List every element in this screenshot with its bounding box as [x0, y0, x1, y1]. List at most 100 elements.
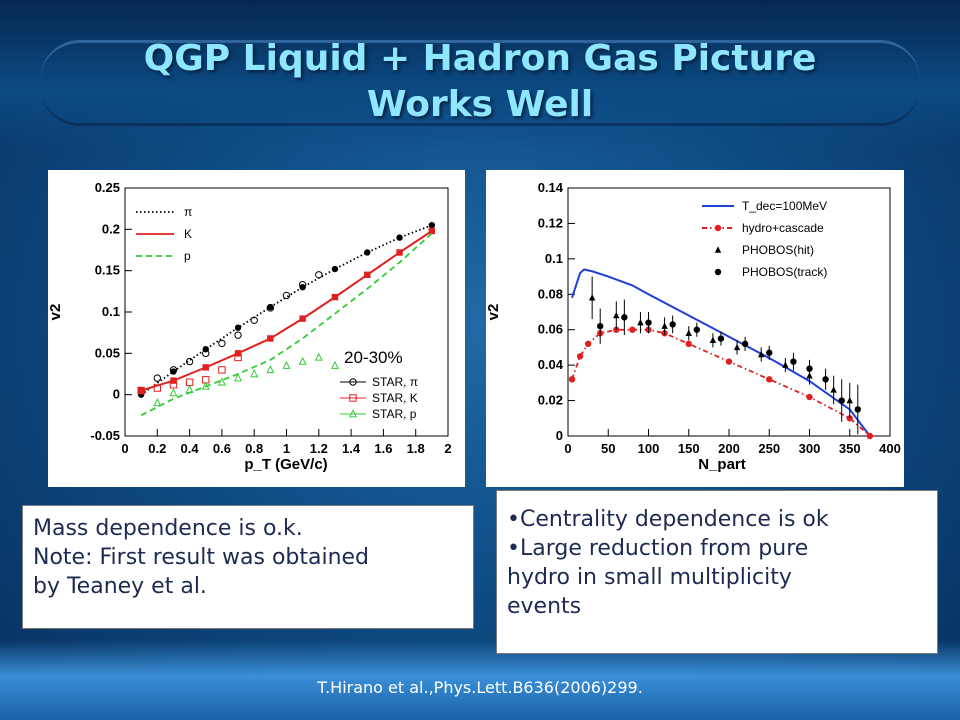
series-point [428, 222, 436, 229]
data-point [234, 353, 242, 362]
data-point [153, 384, 161, 392]
data-point [838, 397, 845, 404]
data-point [218, 339, 226, 348]
data-point [169, 381, 178, 389]
series-point [584, 340, 592, 348]
series-point [364, 249, 371, 256]
data-point [185, 378, 194, 386]
data-point [846, 396, 853, 404]
note-line: by Teaney et al. [33, 574, 207, 599]
data-point [218, 366, 226, 374]
data-point [782, 361, 789, 368]
x-tick-label: 400 [879, 441, 901, 456]
series-point [396, 249, 403, 256]
data-point [822, 376, 829, 383]
slide-title: QGP Liquid + Hadron Gas Picture Works We… [40, 36, 920, 128]
x-axis-label: p_T (GeV/c) [244, 456, 327, 473]
series-point [170, 377, 177, 384]
legend-label: STAR, p [372, 407, 417, 421]
legend-marker [714, 268, 722, 276]
legend-label: T_dec=100MeV [742, 199, 827, 213]
y-tick-label: 0.25 [95, 180, 120, 195]
data-point [137, 386, 145, 395]
legend-label: STAR, K [372, 391, 418, 405]
series-point [267, 335, 274, 342]
y-tick-label: 0.05 [95, 345, 120, 360]
data-point [185, 384, 194, 393]
x-tick-label: 1.4 [342, 441, 361, 456]
data-point [315, 271, 323, 279]
data-point [645, 319, 652, 326]
centrality-dependence-note: •Centrality dependence is ok •Large redu… [496, 490, 938, 654]
data-point [298, 281, 307, 289]
series-point [234, 324, 242, 331]
series-point [568, 376, 576, 383]
title-swoosh [40, 40, 920, 126]
x-tick-label: 250 [758, 441, 780, 456]
series-point [766, 376, 773, 383]
citation-footer: T.Hirano et al.,Phys.Lett.B636(2006)299. [317, 678, 643, 697]
x-tick-label: 50 [601, 441, 615, 456]
data-point [298, 356, 307, 365]
series-point [613, 326, 620, 333]
series-point [806, 393, 813, 401]
data-point [266, 365, 275, 374]
data-point [685, 329, 692, 336]
y-axis-label: v2 [486, 304, 502, 321]
y-tick-label: 0 [113, 387, 120, 402]
chart-panel-npart: 0 50 100 150 200 250 300 350 400 0 0.02 0.04 0.06 0.0… [485, 170, 904, 487]
legend-label: PHOBOS(track) [742, 265, 827, 279]
legend-marker [349, 394, 357, 402]
x-tick-label: 150 [678, 441, 700, 456]
x-tick-label: 350 [839, 441, 861, 456]
series-point [137, 387, 145, 394]
y-axis-label: v2 [48, 304, 64, 321]
x-tick-label: 1 [283, 441, 290, 456]
data-point [758, 350, 765, 358]
legend-marker [714, 224, 722, 232]
legend-label: PHOBOS(hit) [742, 243, 814, 257]
x-axis-label: N_part [698, 456, 746, 473]
data-point [169, 366, 178, 374]
x-tick-label: 0 [564, 441, 571, 456]
data-point [733, 343, 741, 351]
data-point [709, 336, 717, 344]
x-tick-label: 1.6 [374, 441, 392, 456]
title-line-1: QGP Liquid + Hadron Gas Picture [143, 38, 817, 79]
series-point [576, 353, 584, 360]
centrality-annotation: 20-30% [344, 348, 403, 367]
data-point [669, 321, 676, 328]
x-tick-label: 0.4 [181, 441, 200, 456]
chart-panel-pt: 0 0.2 0.4 0.6 0.8 1 1.2 1.4 1.6 1.8 2 -0.05 0 0.05 0.1… [47, 170, 465, 487]
series-line [140, 224, 433, 396]
y-tick-label: 0.02 [538, 393, 563, 408]
x-tick-label: 0.6 [213, 441, 231, 456]
note-line: Mass dependence is o.k. [33, 516, 303, 541]
data-point [314, 352, 323, 361]
data-point [717, 335, 725, 342]
data-point [741, 340, 749, 348]
data-point [153, 398, 162, 407]
y-tick-label: -0.05 [90, 428, 120, 443]
data-point [153, 374, 162, 382]
x-tick-label: 0 [121, 441, 128, 456]
series-point [725, 358, 733, 365]
series-point [866, 432, 874, 440]
data-point [217, 377, 226, 386]
legend-marker [348, 409, 358, 418]
data-point [185, 357, 194, 366]
x-tick-label: 2 [444, 441, 451, 456]
y-tick-label: 0.15 [95, 263, 120, 278]
series-point [202, 364, 209, 371]
x-tick-label: 100 [638, 441, 660, 456]
y-tick-label: 0.1 [545, 251, 563, 266]
data-point [250, 369, 259, 378]
data-point [830, 386, 837, 393]
series-point [685, 340, 692, 348]
data-point [282, 360, 291, 369]
data-point [693, 326, 700, 333]
data-point [588, 294, 596, 301]
legend-label: STAR, π [372, 375, 418, 389]
series-line [140, 230, 433, 392]
y-tick-label: 0 [556, 428, 563, 443]
